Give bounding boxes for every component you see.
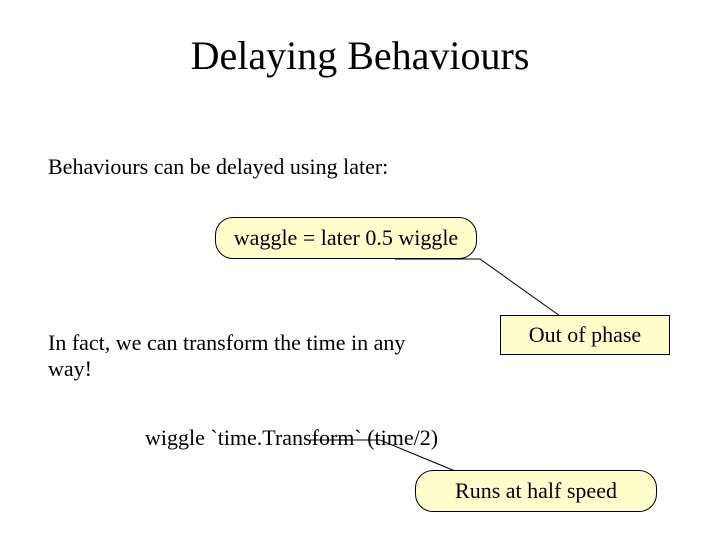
transform-text-line2: way!	[48, 356, 92, 381]
callout-half-speed: Runs at half speed	[415, 470, 657, 512]
transform-text-line1: In fact, we can transform the time in an…	[48, 330, 405, 355]
code-time-transform: wiggle `time.Transform` (time/2)	[145, 425, 438, 451]
slide: Delaying Behaviours Behaviours can be de…	[0, 0, 720, 540]
intro-text: Behaviours can be delayed using later:	[48, 154, 388, 180]
callout-connector-1	[0, 0, 720, 540]
callout-connector-2	[0, 0, 720, 540]
callout-out-of-phase: Out of phase	[500, 315, 670, 355]
code-pill-waggle: waggle = later 0.5 wiggle	[215, 217, 477, 259]
transform-text: In fact, we can transform the time in an…	[48, 330, 468, 383]
slide-title: Delaying Behaviours	[0, 32, 720, 79]
